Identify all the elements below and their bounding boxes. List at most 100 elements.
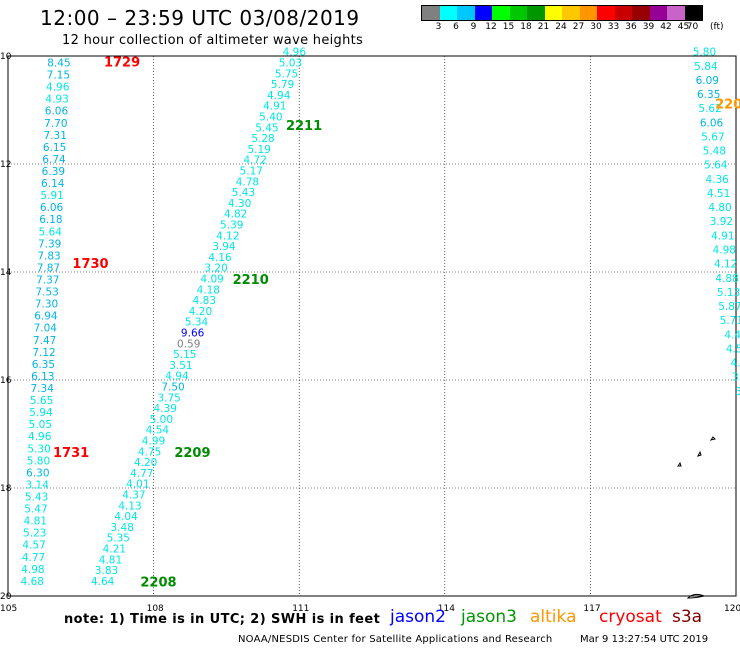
wave-height-value: 6.06 — [700, 117, 724, 129]
pass-time-label: 2210 — [233, 273, 269, 288]
colorbar-tick-label: 21 — [537, 22, 550, 32]
wave-height-value: 7.30 — [35, 299, 58, 311]
colorbar-tick-label: 18 — [520, 22, 532, 32]
x-tick-label: 114 — [438, 604, 455, 614]
wave-height-value: 5.05 — [29, 419, 52, 431]
wave-height-value: 4.37 — [122, 489, 145, 501]
page-title: 12:00 – 23:59 UTC 03/08/2019 — [40, 6, 360, 30]
wave-height-value: 5.23 — [23, 528, 46, 540]
wave-height-value: 5.47 — [24, 504, 47, 516]
note-text: note: 1) Time is in UTC; 2) SWH is in fe… — [64, 612, 381, 627]
wave-height-value: 5.40 — [259, 111, 282, 123]
wave-height-value: 4.96 — [28, 431, 52, 443]
wave-height-value: 4.88 — [715, 273, 738, 285]
colorbar-tick-label: 15 — [502, 22, 515, 32]
wave-height-value: 5.64 — [704, 160, 728, 172]
wave-height-value: 4.18 — [197, 284, 220, 296]
coastline — [709, 436, 716, 441]
colorbar-unit: (ft) — [710, 22, 724, 32]
altimeter-tracks: 8.457.154.964.936.067.707.316.156.746.39… — [21, 47, 740, 591]
wave-height-value: 5.75 — [275, 68, 298, 80]
wave-height-value: 4.20 — [189, 306, 212, 318]
wave-height-value: 5.30 — [27, 443, 50, 455]
wave-height-value: 4.94 — [165, 371, 189, 383]
pass-time-label: 2211 — [286, 119, 322, 134]
wave-height-value: 7.47 — [33, 335, 56, 347]
track-1: 8.457.154.964.936.067.707.316.156.746.39… — [21, 55, 141, 587]
wave-height-value: 4.94 — [267, 90, 291, 102]
pass-time-label: 2208 — [140, 576, 176, 591]
colorbar-swatch — [667, 6, 685, 20]
legend-item-jason3: jason3 — [461, 607, 517, 627]
wave-height-value: 4.13 — [118, 500, 141, 512]
colorbar-tick-label: 3 — [435, 22, 442, 32]
wave-height-value: 4.80 — [708, 202, 731, 214]
wave-height-value: 3.14 — [26, 479, 50, 491]
colorbar-tick-label: 27 — [572, 22, 585, 32]
wave-height-value: 7.50 — [161, 381, 184, 393]
colorbar-swatch — [509, 6, 527, 20]
wave-height-value: 7.70 — [44, 118, 67, 130]
wave-height-value: 5.00 — [150, 414, 173, 426]
colorbar-tick-label: 39 — [642, 22, 655, 32]
wave-height-value: 4.77 — [22, 552, 45, 564]
colorbar-tick-label: 36 — [625, 22, 637, 32]
wave-height-value: 9.66 — [181, 327, 205, 339]
colorbar-swatch — [614, 6, 632, 20]
wave-height-value: 5.43 — [232, 187, 255, 199]
wave-height-value: 5.39 — [220, 219, 243, 231]
wave-height-value: 4.20 — [134, 457, 157, 469]
wave-height-value: 6.30 — [26, 467, 49, 479]
wave-height-value: 4.81 — [24, 516, 47, 528]
colorbar-tick-label: 70 — [686, 22, 699, 32]
colorbar-tick-label: 24 — [555, 22, 567, 32]
wave-height-value: 3.92 — [710, 216, 733, 228]
coastline — [686, 593, 706, 599]
colorbar-swatch — [684, 6, 702, 20]
legend-item-jason2: jason2 — [390, 607, 446, 627]
wave-height-value: 5.15 — [173, 349, 196, 361]
track-3: 5.80 5.84 6.09 6.35 5.62 6.06 5.67 5.48 5.64 4.36… — [693, 47, 740, 398]
colorbar-swatch — [474, 6, 492, 20]
wave-height-value: 6.18 — [39, 214, 62, 226]
wave-height-value: 4.21 — [103, 543, 126, 555]
wave-height-value: 7.87 — [37, 262, 60, 274]
y-tick-label: 10 — [0, 52, 12, 62]
wave-height-value: 6.15 — [43, 142, 66, 154]
x-tick-label: 105 — [0, 604, 17, 614]
wave-height-value: 5.91 — [40, 190, 63, 202]
wave-height-value: 5.62 — [698, 103, 721, 115]
wave-height-value: 6.35 — [697, 89, 720, 101]
wave-height-value: 5.79 — [271, 79, 294, 91]
wave-height-value: 6.06 — [40, 202, 64, 214]
wave-height-value: 6.14 — [41, 178, 65, 190]
colorbar-swatch — [439, 6, 457, 20]
wave-height-value: 6.09 — [696, 75, 719, 87]
plot-frame — [7, 55, 737, 597]
wave-height-value: 4.82 — [224, 209, 247, 221]
wave-height-value: 5.94 — [29, 407, 53, 419]
wave-height-value: 4.5 — [726, 343, 740, 355]
wave-height-value: 3.48 — [111, 522, 134, 534]
wave-height-value: 7.34 — [31, 383, 55, 395]
wave-height-value: 5.17 — [240, 165, 263, 177]
wave-height-value: 4.96 — [283, 47, 307, 59]
colorbar-swatch — [492, 6, 510, 20]
wave-height-value: 5.67 — [701, 131, 724, 143]
wave-height-value: 6.06 — [45, 106, 69, 118]
wave-height-value: 5.84 — [694, 61, 718, 73]
legend-item-cryosat: cryosat — [599, 607, 662, 627]
x-tick-label: 111 — [292, 604, 309, 614]
colorbar-tick-label: 45 — [677, 22, 690, 32]
coastline — [677, 461, 682, 467]
wave-height-value: 4.01 — [126, 479, 149, 491]
y-tick-label: 18 — [0, 484, 12, 494]
pass-time-label: 2209 — [174, 446, 210, 461]
wave-height-value: 3.20 — [204, 263, 227, 275]
wave-height-value: 5.45 — [255, 122, 278, 134]
colorbar-swatch — [544, 6, 562, 20]
pass-time-label: 1730 — [72, 257, 108, 272]
wave-height-value: 6.13 — [31, 371, 54, 383]
wave-height-value: 4.72 — [244, 155, 267, 167]
